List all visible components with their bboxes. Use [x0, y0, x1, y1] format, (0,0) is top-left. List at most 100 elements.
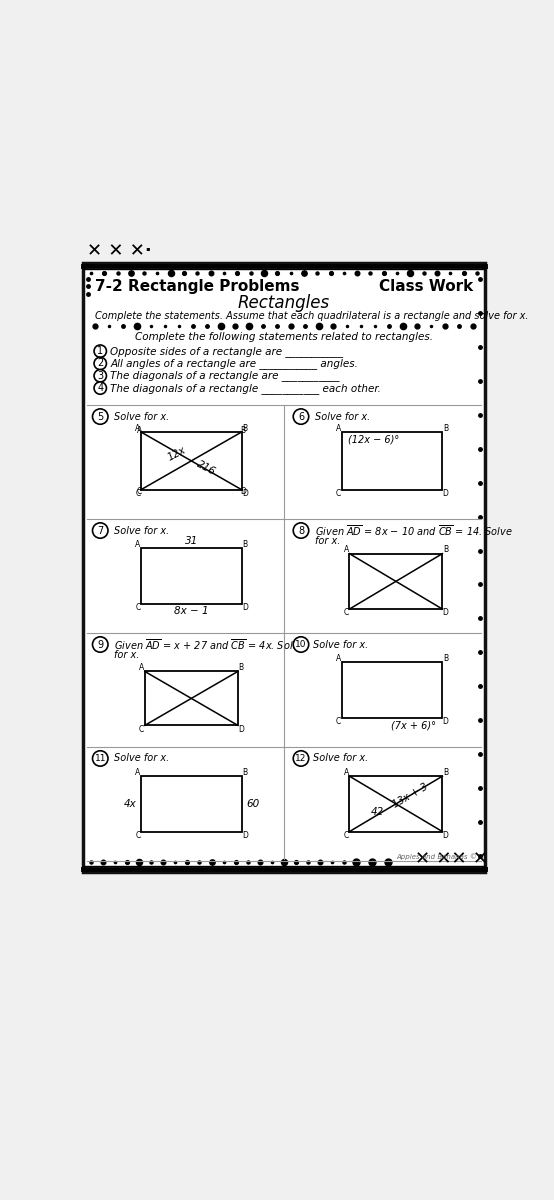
- Text: ✕ ✕✕ ✕: ✕ ✕✕ ✕: [415, 850, 488, 868]
- Text: Complete the following statements related to rectangles.: Complete the following statements relate…: [135, 332, 433, 342]
- Text: 11: 11: [95, 754, 106, 763]
- Text: C: C: [336, 716, 341, 726]
- Circle shape: [93, 637, 108, 653]
- Text: A: A: [135, 540, 141, 548]
- Text: A: A: [343, 768, 349, 776]
- Text: D: D: [242, 604, 248, 612]
- Text: 4x: 4x: [124, 799, 136, 809]
- Text: D: D: [242, 830, 248, 840]
- Text: Rectangles: Rectangles: [238, 294, 330, 312]
- Circle shape: [94, 382, 106, 395]
- Text: 31: 31: [184, 535, 198, 546]
- Text: The diagonals of a rectangle are ___________: The diagonals of a rectangle are _______…: [110, 371, 340, 382]
- Text: Solve for x.: Solve for x.: [314, 640, 368, 649]
- Text: 216: 216: [196, 458, 218, 476]
- Bar: [342, 432, 443, 490]
- Text: B: B: [242, 424, 247, 433]
- Text: B: B: [443, 768, 448, 776]
- Bar: [83, 263, 485, 871]
- Text: B: B: [443, 424, 448, 433]
- Text: 1: 1: [97, 346, 103, 356]
- Circle shape: [94, 358, 106, 370]
- Text: C: C: [139, 725, 145, 733]
- Text: Solve for x.: Solve for x.: [114, 412, 170, 421]
- Text: Class Work: Class Work: [379, 278, 473, 294]
- Circle shape: [93, 751, 108, 766]
- Text: D: D: [242, 490, 248, 498]
- Bar: [350, 553, 443, 610]
- Text: C: C: [336, 490, 341, 498]
- Text: 42: 42: [371, 808, 384, 817]
- Text: Solve for x.: Solve for x.: [314, 754, 368, 763]
- Text: B: B: [443, 545, 448, 554]
- Text: Apples and Bananas ©: Apples and Bananas ©: [396, 853, 477, 859]
- Text: D: D: [443, 490, 448, 498]
- Text: B: B: [242, 540, 247, 548]
- Text: D: D: [443, 716, 448, 726]
- Text: D: D: [240, 487, 246, 496]
- Text: Solve for x.: Solve for x.: [114, 754, 170, 763]
- Text: D: D: [238, 725, 244, 733]
- Text: (12x − 6)°: (12x − 6)°: [348, 434, 399, 445]
- Bar: [145, 672, 238, 725]
- Bar: [141, 548, 242, 604]
- Bar: [141, 432, 242, 490]
- Text: C: C: [137, 487, 142, 496]
- Text: A: A: [336, 654, 341, 662]
- Text: C: C: [343, 608, 349, 618]
- Circle shape: [293, 751, 309, 766]
- Text: A: A: [135, 424, 141, 433]
- Text: 7: 7: [97, 526, 104, 535]
- Text: Opposite sides of a rectangle are ___________: Opposite sides of a rectangle are ______…: [110, 346, 343, 356]
- Text: B: B: [240, 426, 246, 434]
- Text: 8x − 1: 8x − 1: [174, 606, 209, 617]
- Bar: [342, 662, 443, 718]
- Text: A: A: [139, 664, 145, 672]
- Text: A: A: [343, 545, 349, 554]
- Text: A: A: [336, 424, 341, 433]
- Text: for x.: for x.: [114, 649, 140, 660]
- Text: All angles of a rectangle are ___________ angles.: All angles of a rectangle are __________…: [110, 358, 358, 368]
- Text: 4: 4: [97, 383, 103, 394]
- Text: 8: 8: [298, 526, 304, 535]
- Text: 13x + 3: 13x + 3: [391, 781, 429, 810]
- Circle shape: [93, 523, 108, 539]
- Text: D: D: [443, 608, 448, 618]
- Text: 5: 5: [97, 412, 104, 421]
- Text: The diagonals of a rectangle ___________ each other.: The diagonals of a rectangle ___________…: [110, 383, 381, 394]
- Circle shape: [293, 409, 309, 425]
- Text: C: C: [135, 490, 141, 498]
- Text: C: C: [343, 830, 349, 840]
- Text: 12x: 12x: [165, 445, 187, 463]
- Text: 3: 3: [97, 371, 103, 380]
- Text: B: B: [242, 768, 247, 776]
- Text: Solve for x.: Solve for x.: [114, 526, 170, 535]
- Text: for x.: for x.: [315, 535, 340, 546]
- Text: 60: 60: [246, 799, 259, 809]
- Text: 12: 12: [295, 754, 307, 763]
- Text: 6: 6: [298, 412, 304, 421]
- Text: 9: 9: [97, 640, 103, 649]
- Text: 2: 2: [97, 359, 104, 368]
- Text: 10: 10: [295, 640, 307, 649]
- Text: C: C: [135, 830, 141, 840]
- Text: B: B: [238, 664, 243, 672]
- Circle shape: [293, 637, 309, 653]
- Circle shape: [93, 409, 108, 425]
- Bar: [350, 776, 443, 832]
- Circle shape: [94, 370, 106, 382]
- Text: Solve for x.: Solve for x.: [315, 412, 370, 421]
- Text: A: A: [135, 768, 141, 776]
- Text: A: A: [137, 426, 142, 434]
- Circle shape: [94, 344, 106, 358]
- Text: (7x + 6)°: (7x + 6)°: [391, 720, 436, 731]
- Text: ✕ ✕ ✕·: ✕ ✕ ✕·: [87, 241, 152, 259]
- Text: Given $\overline{AD}$ = 8x − 10 and $\overline{CB}$ = 14. Solve: Given $\overline{AD}$ = 8x − 10 and $\ov…: [315, 523, 513, 538]
- Bar: [141, 776, 242, 832]
- Text: 7-2 Rectangle Problems: 7-2 Rectangle Problems: [95, 278, 299, 294]
- Text: B: B: [443, 654, 448, 662]
- Text: Given $\overline{AD}$ = x + 27 and $\overline{CB}$ = 4x. Solve: Given $\overline{AD}$ = x + 27 and $\ove…: [114, 637, 305, 652]
- Text: D: D: [443, 830, 448, 840]
- Text: C: C: [135, 604, 141, 612]
- Circle shape: [293, 523, 309, 539]
